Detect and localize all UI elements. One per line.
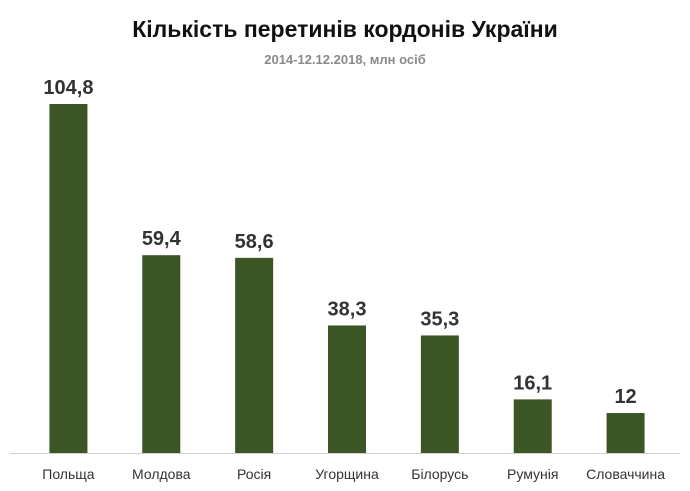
value-label-5: 16,1: [513, 372, 552, 394]
bar-0: [49, 104, 88, 453]
category-label-1: Молдова: [132, 466, 191, 482]
category-label-5: Румунія: [507, 466, 558, 482]
value-label-6: 12: [614, 386, 636, 408]
value-label-4: 35,3: [420, 308, 459, 330]
bar-3: [328, 325, 366, 453]
chart-title: Кількість перетинів кордонів України: [132, 16, 558, 42]
bar-2: [235, 257, 274, 453]
value-label-3: 38,3: [328, 298, 367, 320]
category-label-0: Польща: [42, 466, 95, 482]
bar-4: [420, 335, 459, 453]
bars-group: 104,8 Польща 59,4 Молдова 58,6 Росія 38,3 Угорщ…: [42, 77, 665, 482]
value-label-0: 104,8: [43, 77, 93, 99]
chart-subtitle: 2014-12.12.2018, млн осіб: [264, 52, 426, 67]
bar-5: [513, 399, 552, 453]
category-label-2: Росія: [237, 466, 271, 482]
category-label-6: Словаччина: [586, 466, 665, 482]
category-label-4: Білорусь: [411, 466, 468, 482]
value-label-2: 58,6: [235, 231, 274, 253]
value-label-1: 59,4: [142, 228, 182, 250]
category-label-3: Угорщина: [315, 466, 379, 482]
bar-1: [142, 255, 181, 453]
bar-6: [606, 413, 645, 453]
